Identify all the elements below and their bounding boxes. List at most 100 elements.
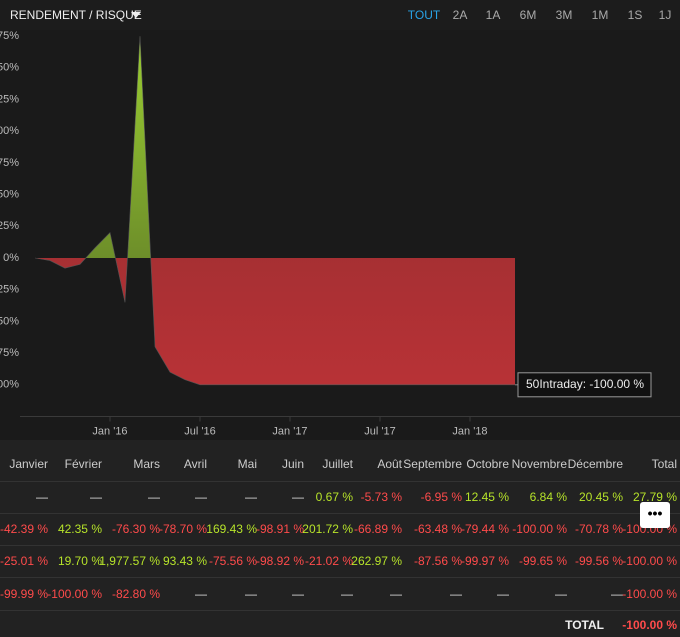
range-button[interactable]: 6M [519,8,537,22]
table-cell: — [292,490,304,504]
x-tick-label: Jul '17 [364,425,395,437]
table-cell: 201.72 % [302,522,353,536]
toolbar: RENDEMENT / RISQUE TOUT 2A 1A 6M 3M 1M 1S 1J [0,0,680,30]
table-cell: 93.43 % [162,554,207,568]
tooltip-text: 50Intraday: -100.00 % [526,377,644,391]
range-button[interactable]: 1S [627,8,643,22]
x-tick-label: Jan '16 [92,425,127,437]
table-cell: -70.78 % [574,522,623,536]
table-cell: -87.56 % [413,554,462,568]
y-tick-label: -25% [0,284,19,296]
column-header: Août [377,457,402,471]
column-header: Novembre [511,457,567,471]
table-cell: — [341,587,353,601]
table-cell: -82.80 % [111,587,160,601]
x-tick-label: Jul '16 [184,425,215,437]
range-button[interactable]: TOUT [407,8,441,22]
table-cell: — [611,587,623,601]
table-cell: -100.00 % [622,554,677,568]
range-button[interactable]: 3M [555,8,573,22]
y-tick-label: -75% [0,347,19,359]
table-cell: -99.56 % [574,554,623,568]
table-cell: -63.48 % [413,522,462,536]
column-header: Mars [133,457,160,471]
column-header: Décembre [567,457,623,471]
y-tick-label: 175% [0,30,19,42]
table-cell: 27.79 % [632,490,677,504]
column-header: Octobre [466,457,509,471]
row-separator [0,545,680,546]
table-cell: — [148,490,160,504]
table-cell: -79.44 % [460,522,509,536]
column-header: Janvier [9,457,48,471]
table-cell: -98.91 % [255,522,304,536]
row-separator [0,610,680,611]
table-cell: -100.00 % [622,587,677,601]
column-header: Mai [237,457,257,471]
range-button[interactable]: 1M [591,8,609,22]
table-cell: -99.97 % [460,554,509,568]
row-separator [0,481,680,482]
table-cell: — [36,490,48,504]
title[interactable]: RENDEMENT / RISQUE [10,8,142,22]
table-cell: — [292,587,304,601]
table-cell: -21.02 % [304,554,353,568]
total-label: TOTAL [565,618,604,632]
table-cell: -75.56 % [208,554,257,568]
y-tick-label: 100% [0,125,19,137]
y-tick-label: -100% [0,379,19,391]
column-header: Juin [281,457,304,471]
x-tick-label: Jan '18 [452,425,487,437]
table-cell: 20.45 % [578,490,623,504]
caret [131,12,141,18]
y-tick-label: 150% [0,62,19,74]
table-cell: -98.92 % [255,554,304,568]
table-cell: — [450,587,462,601]
column-header: Septembre [403,457,462,471]
table-cell: 42.35 % [57,522,102,536]
table-cell: — [245,490,257,504]
more-button[interactable]: ••• [640,502,670,528]
table-cell: -66.89 % [353,522,402,536]
row-separator [0,577,680,578]
table-cell: -99.65 % [518,554,567,568]
y-tick-label: 50% [0,189,19,201]
table-cell: -25.01 % [0,554,48,568]
table-cell: 12.45 % [464,490,509,504]
y-tick-label: 0% [3,252,19,264]
chart: 175% 150% 125% 100% 75% 50% 25% 0% -25% -50% -75% -… [0,30,680,438]
column-header: Février [64,457,102,471]
table-cell: 169.43 % [206,522,257,536]
table-cell: 19.70 % [57,554,102,568]
table: Janvier Février Mars Avril Mai Juin Juillet Aoû… [0,440,680,637]
y-tick-label: 25% [0,220,19,232]
table-cell: — [245,587,257,601]
y-tick-label: -50% [0,315,19,327]
range-button[interactable]: 2A [452,8,468,22]
table-cell: -78.70 % [158,522,207,536]
column-header: Juillet [322,457,353,471]
table-cell: -76.30 % [111,522,160,536]
area-negative [35,258,515,385]
y-tick-label: 125% [0,93,19,105]
table-cell: -99.99 % [0,587,48,601]
range-button[interactable]: 1A [485,8,501,22]
table-cell: -100.00 % [512,522,567,536]
table-cell: 262.97 % [351,554,402,568]
table-cell: -42.39 % [0,522,48,536]
line [34,36,515,386]
column-header: Total [651,457,677,471]
table-cell: 0.67 % [315,490,353,504]
y-tick-label: 75% [0,157,19,169]
table-cell: 1,977.57 % [99,554,160,568]
table-cell: — [497,587,509,601]
table-cell: — [195,490,207,504]
table-cell: 6.84 % [529,490,567,504]
table-cell: -100.00 % [47,587,102,601]
table-cell: — [390,587,402,601]
table-cell: — [555,587,567,601]
table-cell: -5.73 % [360,490,402,504]
range-button[interactable]: 1J [658,8,672,22]
table-cell: — [90,490,102,504]
